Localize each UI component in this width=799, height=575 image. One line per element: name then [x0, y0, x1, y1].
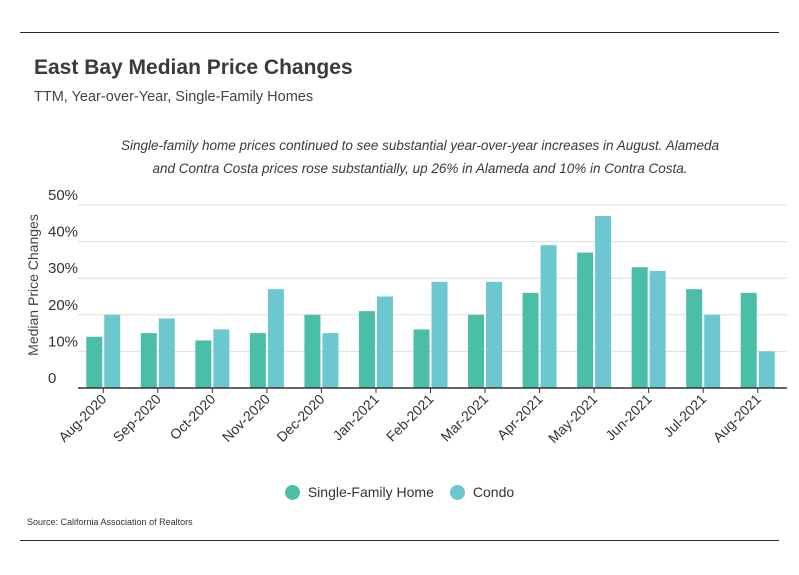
bar-condo — [704, 314, 721, 388]
x-tick-label: Dec-2020 — [273, 391, 327, 445]
legend-item-condo: Condo — [449, 484, 515, 500]
x-tick-label: Jun-2021 — [602, 391, 655, 444]
x-tick-label: Nov-2020 — [219, 391, 273, 445]
y-tick-label: 20% — [48, 297, 78, 314]
bar-single-family — [140, 333, 157, 388]
y-tick-label: 40% — [48, 224, 78, 241]
bar-condo — [376, 296, 393, 388]
bar-condo — [595, 215, 612, 388]
chart-title: East Bay Median Price Changes — [34, 56, 353, 79]
bar-single-family — [249, 333, 266, 388]
bar-condo — [758, 351, 775, 388]
x-tick-label: Oct-2020 — [166, 391, 218, 443]
x-tick-label: Aug-2020 — [55, 391, 109, 445]
legend-label-single-family: Single-Family Home — [307, 484, 434, 500]
bar-single-family — [86, 336, 103, 388]
bar-condo — [158, 318, 175, 388]
bar-condo — [431, 281, 448, 388]
x-tick-label: Aug-2021 — [710, 391, 764, 445]
x-tick-label: Jul-2021 — [660, 391, 709, 440]
bar-single-family — [468, 314, 485, 388]
bar-single-family — [413, 329, 430, 388]
bar-condo — [213, 329, 230, 388]
bar-condo — [267, 289, 284, 388]
bar-single-family — [522, 292, 539, 388]
y-tick-label: 0 — [48, 370, 56, 387]
x-tick-label: Jan-2021 — [329, 391, 382, 444]
y-tick-label: 10% — [48, 333, 78, 350]
bar-single-family — [577, 252, 594, 388]
bottom-rule — [20, 540, 779, 541]
bar-condo — [322, 333, 339, 388]
x-tick-label: Mar-2021 — [437, 391, 491, 445]
bar-condo — [649, 270, 666, 388]
bar-condo — [486, 281, 503, 388]
x-tick-label: Sep-2020 — [110, 391, 164, 445]
x-tick-label: Feb-2021 — [383, 391, 437, 445]
bar-single-family — [740, 292, 757, 388]
y-tick-label: 30% — [48, 260, 78, 277]
bar-single-family — [195, 340, 212, 388]
annotation-line-2: and Contra Costa prices rose substantial… — [152, 161, 688, 176]
top-rule — [20, 32, 779, 33]
legend-swatch-condo — [449, 484, 465, 500]
x-tick-label: May-2021 — [545, 391, 600, 446]
bar-condo — [104, 314, 121, 388]
chart-subtitle: TTM, Year-over-Year, Single-Family Homes — [34, 89, 314, 105]
legend-item-single-family: Single-Family Home — [284, 484, 434, 500]
bar-single-family — [631, 267, 648, 388]
bar-single-family — [304, 314, 321, 388]
annotation-line-1: Single-family home prices continued to s… — [120, 138, 720, 153]
bar-condo — [540, 245, 557, 388]
legend-swatch-single-family — [284, 484, 300, 500]
bar-single-family — [358, 311, 375, 388]
y-tick-label: 50% — [48, 187, 78, 204]
x-tick-label: Apr-2021 — [494, 391, 546, 443]
bar-single-family — [686, 289, 703, 388]
legend: Single-Family Home Condo — [0, 484, 799, 500]
legend-label-condo: Condo — [472, 484, 515, 500]
source-note: Source: California Association of Realto… — [27, 517, 193, 527]
